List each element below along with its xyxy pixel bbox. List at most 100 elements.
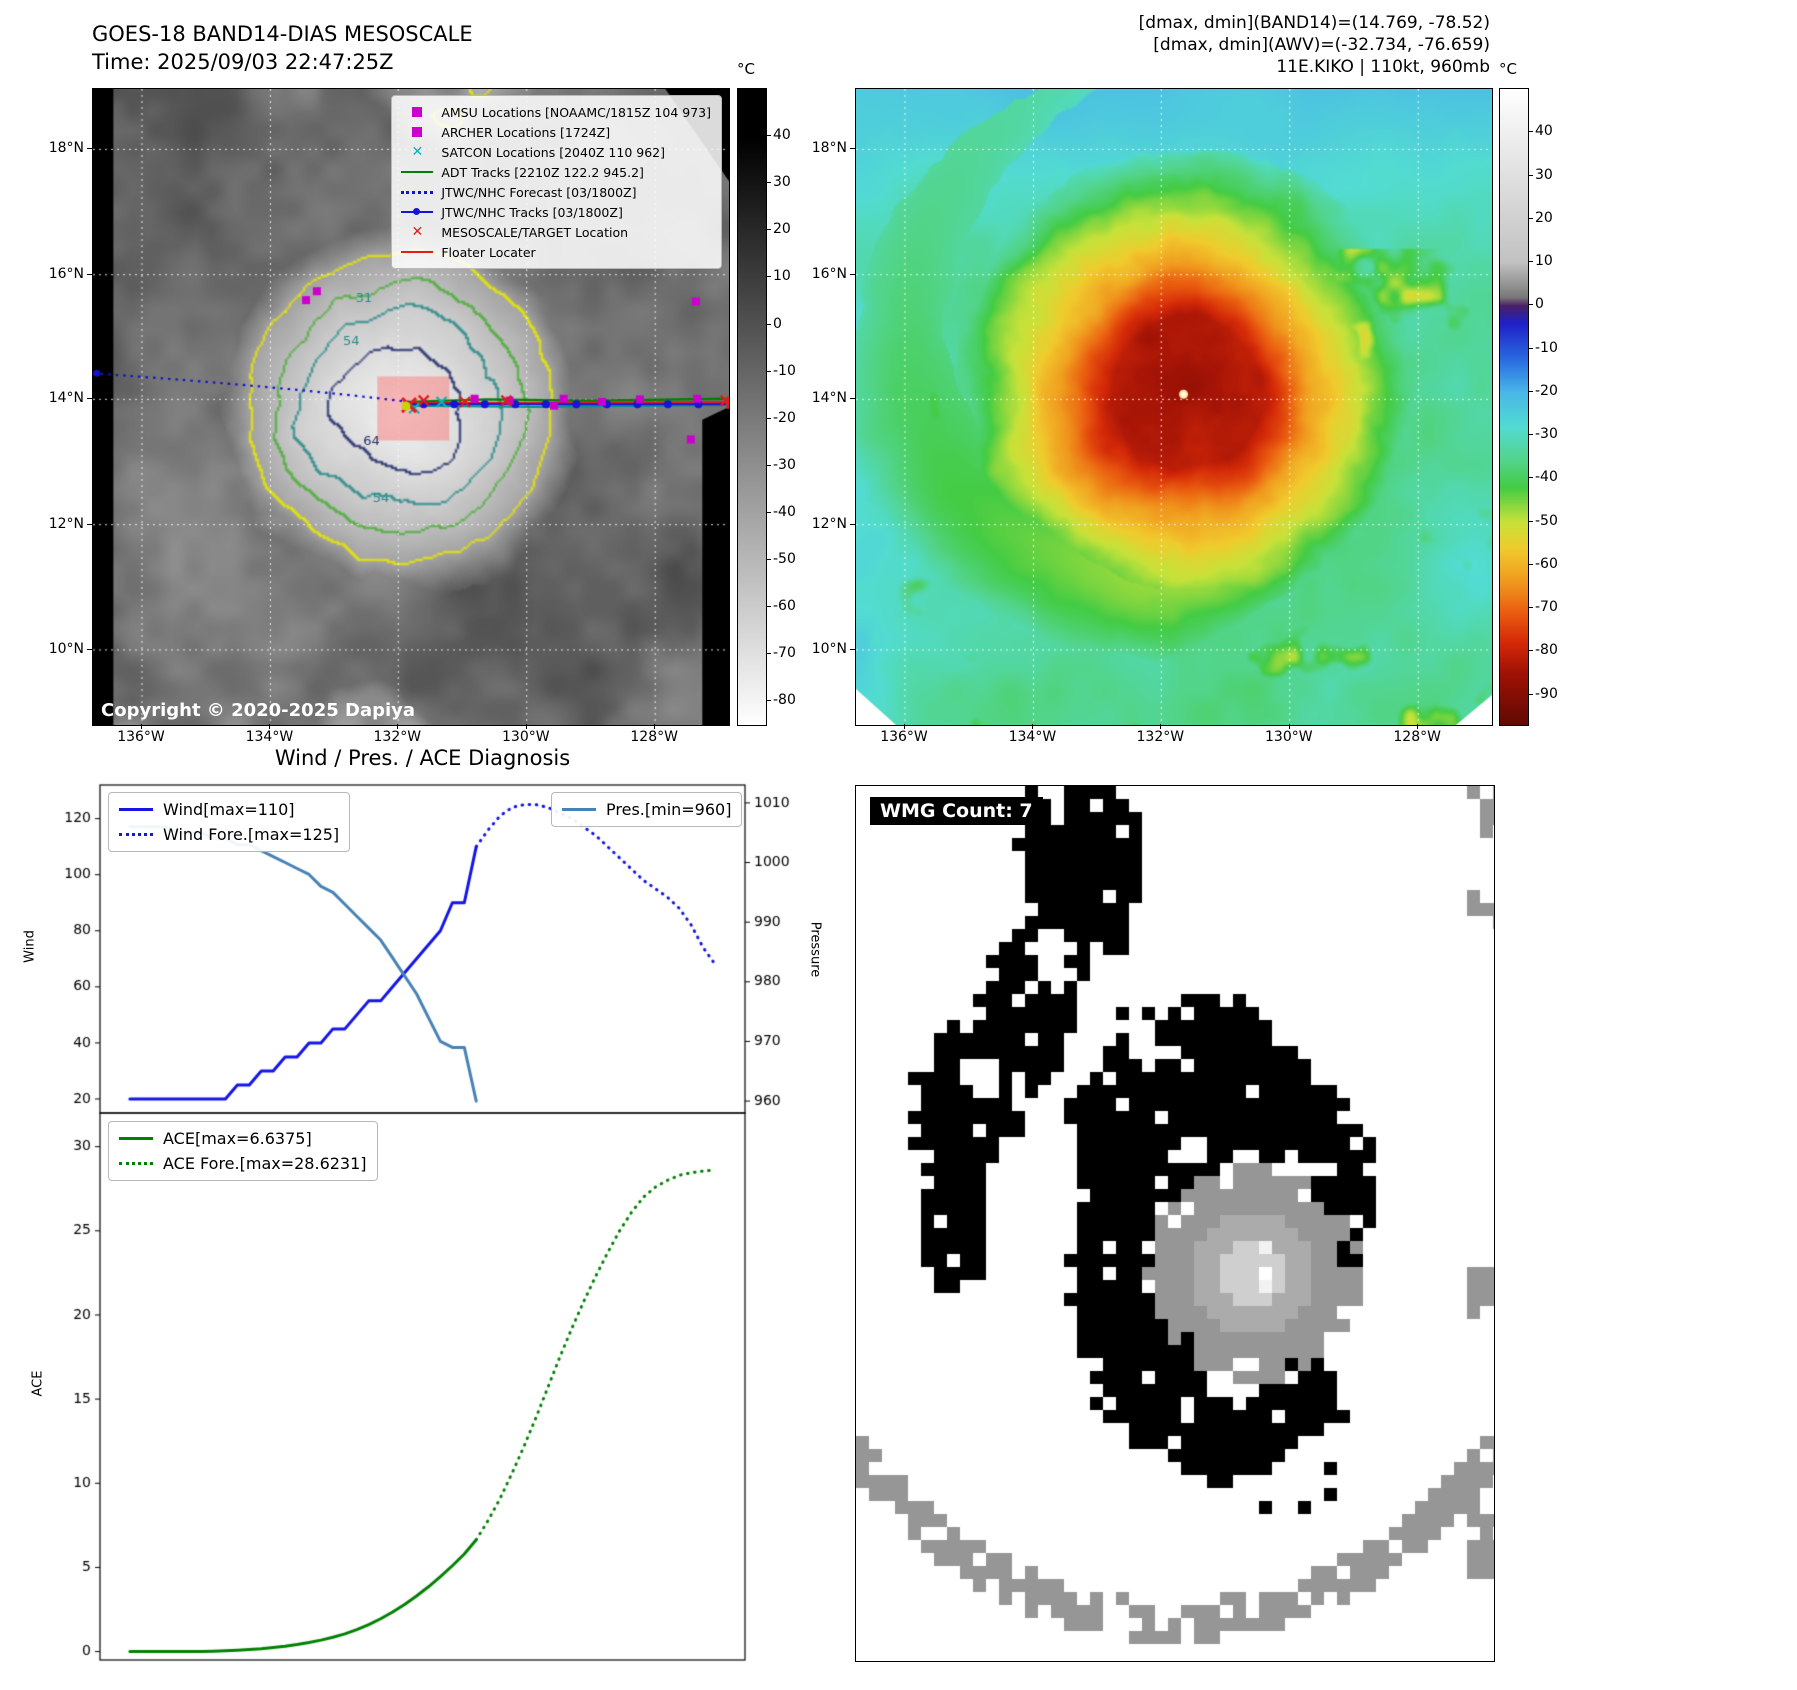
line-dot-glyph xyxy=(401,208,434,215)
x-glyph: ✕ xyxy=(411,224,424,240)
lon-tick-label: 132°W xyxy=(1136,729,1185,745)
ace-legend: ACE[max=6.6375] ACE Fore.[max=28.6231] xyxy=(108,1121,378,1181)
colorbar-tick-mark xyxy=(1528,304,1533,306)
lon-tick-label: 128°W xyxy=(1393,729,1441,745)
colorbar-tick-mark xyxy=(1528,261,1533,263)
lon-tick-label: 134°W xyxy=(1008,729,1057,745)
legend-item: ADT Tracks [2210Z 122.2 945.2] xyxy=(400,162,711,182)
colorbar-tick-mark xyxy=(766,370,771,372)
band14-title-block: GOES-18 BAND14-DIAS MESOSCALE Time: 2025… xyxy=(92,20,473,76)
legend-entry-label: Wind[max=110] xyxy=(163,800,295,819)
lon-tick-label: 130°W xyxy=(1265,729,1313,745)
y-tick-mark xyxy=(87,649,92,650)
wmg-count-label: WMG Count: 7 xyxy=(870,797,1043,825)
colorbar-tick-label: -10 xyxy=(773,362,796,379)
colorbar-tick-mark xyxy=(766,606,771,608)
colorbar-tick-label: -20 xyxy=(773,409,796,426)
y-tick-mark xyxy=(850,523,855,525)
x-tick-mark xyxy=(397,724,399,729)
colorbar-tick-label: -90 xyxy=(1535,685,1558,702)
colorbar-tick-mark xyxy=(766,135,771,137)
awv-map xyxy=(855,88,1493,726)
dot-glyph xyxy=(413,208,421,215)
legend-entry: Pres.[min=960] xyxy=(562,797,731,822)
x-tick-mark xyxy=(904,724,905,729)
copyright-text: Copyright © 2020-2025 Dapiya xyxy=(101,700,416,721)
colorbar-tick-label: 20 xyxy=(1535,209,1553,226)
y-tick-mark xyxy=(850,273,855,275)
lon-tick-label: 136°W xyxy=(117,729,165,745)
colorbar-tick-mark xyxy=(766,323,771,325)
band14-colorbar-unit: °C xyxy=(737,60,755,78)
legend-entry: ACE[max=6.6375] xyxy=(119,1126,367,1151)
colorbar-tick-mark xyxy=(766,653,771,655)
lat-tick-label: 10°N xyxy=(811,641,847,657)
x-tick-mark xyxy=(654,724,656,729)
colorbar-tick-mark xyxy=(1528,131,1533,133)
band14-title: GOES-18 BAND14-DIAS MESOSCALE xyxy=(92,22,473,46)
awv-colorbar xyxy=(1499,88,1529,726)
x-tick-mark xyxy=(525,724,527,729)
colorbar-tick-label: 0 xyxy=(1535,296,1544,313)
band14-map: AMSU Locations [NOAAMC/1815Z 104 973] ARC… xyxy=(92,88,730,726)
legend-item: ✕ SATCON Locations [2040Z 110 962] xyxy=(400,142,711,162)
x-tick-mark xyxy=(269,724,271,729)
wmg-panel: WMG Count: 7 xyxy=(855,785,1495,1662)
colorbar-tick-mark xyxy=(1528,520,1533,522)
square-marker xyxy=(400,127,434,137)
y-tick-mark xyxy=(87,398,92,400)
colorbar-tick-label: 40 xyxy=(1535,123,1553,140)
colorbar-tick-label: -40 xyxy=(773,504,796,520)
colorbar-tick-label: -60 xyxy=(1535,555,1558,572)
legend-item-label: ADT Tracks [2210Z 122.2 945.2] xyxy=(441,164,644,180)
awv-colorbar-unit: °C xyxy=(1499,60,1517,78)
colorbar-tick-label: -50 xyxy=(773,551,796,568)
y-tick-mark xyxy=(87,523,92,525)
colorbar-tick-mark xyxy=(766,182,771,184)
y-tick-mark xyxy=(87,273,92,275)
y-tick-mark xyxy=(850,649,855,650)
x-marker: ✕ xyxy=(400,225,434,239)
x-tick-mark xyxy=(1288,724,1290,729)
x-marker: ✕ xyxy=(400,145,434,159)
colorbar-tick-label: 40 xyxy=(773,127,791,144)
colorbar-tick-label: -10 xyxy=(1535,339,1558,356)
wind-legend: Wind[max=110] Wind Fore.[max=125] xyxy=(108,792,351,852)
colorbar-tick-label: 10 xyxy=(1535,253,1553,270)
colorbar-tick-mark xyxy=(1528,477,1533,479)
diagnosis-charts xyxy=(0,745,840,1670)
legend-entry-label: ACE[max=6.6375] xyxy=(163,1129,312,1148)
legend-item-label: JTWC/NHC Tracks [03/1800Z] xyxy=(441,204,623,220)
legend-item-label: MESOSCALE/TARGET Location xyxy=(441,224,629,240)
legend-line-sample xyxy=(119,808,153,811)
awv-header-line2: [dmax, dmin](AWV)=(-32.734, -76.659) xyxy=(1153,35,1490,55)
lat-tick-label: 18°N xyxy=(48,140,84,157)
dotted-line-glyph xyxy=(401,190,434,194)
legend-entry-label: Wind Fore.[max=125] xyxy=(163,825,340,844)
lat-tick-label: 16°N xyxy=(48,265,84,282)
x-tick-mark xyxy=(141,724,142,729)
colorbar-tick-label: 10 xyxy=(773,268,791,285)
colorbar-tick-mark xyxy=(766,229,771,231)
wind-axis-label: Wind xyxy=(22,930,38,963)
colorbar-tick-mark xyxy=(1528,650,1533,652)
square-marker xyxy=(400,107,434,117)
colorbar-tick-label: -30 xyxy=(1535,426,1558,443)
lon-tick-label: 136°W xyxy=(880,729,928,745)
awv-header-line1: [dmax, dmin](BAND14)=(14.769, -78.52) xyxy=(1138,13,1490,33)
colorbar-tick-label: -80 xyxy=(1535,642,1558,659)
lat-tick-label: 10°N xyxy=(48,641,84,657)
colorbar-tick-label: 0 xyxy=(773,315,782,332)
colorbar-tick-label: -40 xyxy=(1535,469,1558,486)
colorbar-tick-label: -60 xyxy=(773,598,796,615)
legend-entry-label: ACE Fore.[max=28.6231] xyxy=(163,1154,367,1173)
legend-entry-label: Pres.[min=960] xyxy=(606,800,732,819)
legend-line-sample xyxy=(119,1162,153,1165)
legend-item: ✕ MESOSCALE/TARGET Location xyxy=(400,222,711,242)
legend-line-sample xyxy=(119,1137,153,1140)
line-glyph xyxy=(401,171,434,173)
line-dot-marker xyxy=(400,208,434,215)
colorbar-tick-mark xyxy=(1528,347,1533,349)
legend-line-sample xyxy=(562,808,596,811)
